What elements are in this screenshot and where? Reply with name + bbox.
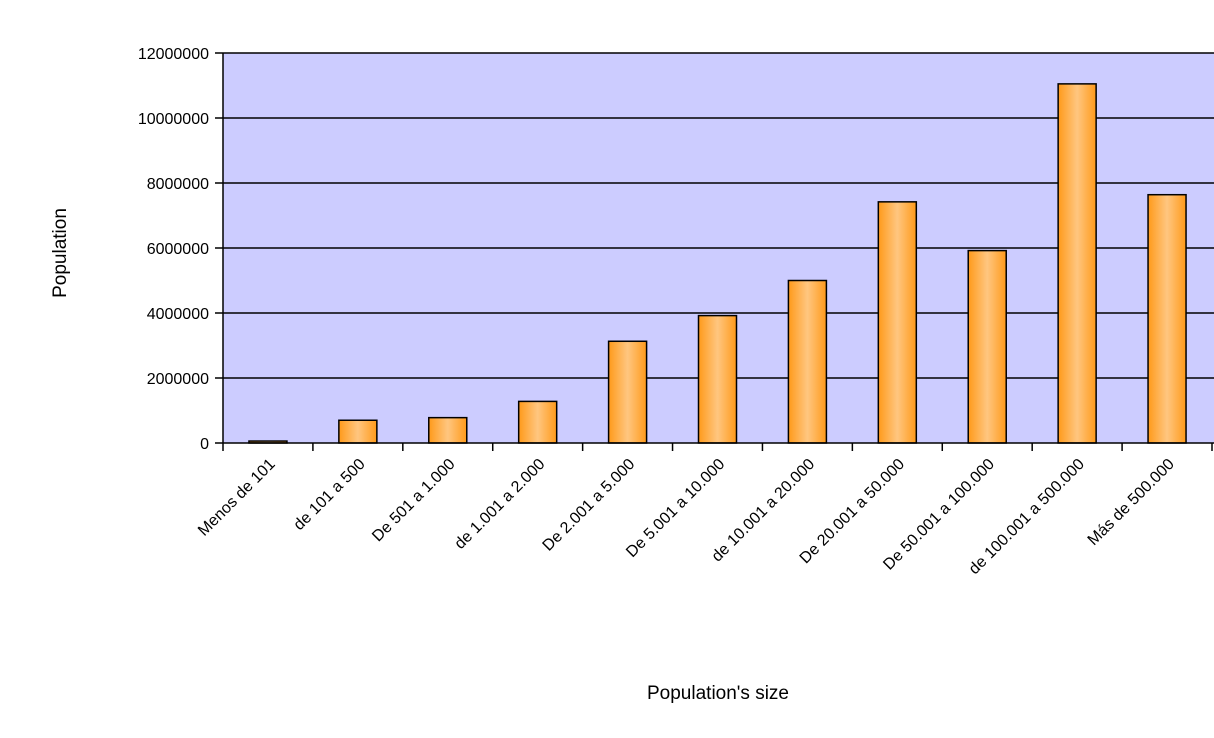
y-tick-labels: 0 2000000 4000000 6000000 8000000 10000000 120… xyxy=(138,46,209,453)
axes xyxy=(215,52,1214,451)
bar xyxy=(338,419,378,444)
bar xyxy=(607,340,648,444)
x-tick-label: de 101 a 500 xyxy=(291,456,369,534)
bar xyxy=(428,416,468,444)
y-tick-label: 2000000 xyxy=(147,371,209,388)
y-tick-label: 10000000 xyxy=(138,111,209,128)
x-tick-label: De 5.001 a 10.000 xyxy=(623,456,728,561)
bar xyxy=(517,400,558,444)
bar xyxy=(787,279,828,444)
y-tick-label: 8000000 xyxy=(147,176,209,193)
bar xyxy=(1057,83,1097,444)
bar xyxy=(697,314,738,444)
x-tick-label: Más de 500.000 xyxy=(1085,456,1178,549)
bar xyxy=(1147,193,1187,444)
y-tick-label: 0 xyxy=(200,436,209,453)
bar xyxy=(967,249,1007,444)
y-tick-label: 6000000 xyxy=(147,241,209,258)
y-tick-label: 12000000 xyxy=(138,46,209,63)
x-tick-label: Menos de 101 xyxy=(195,456,279,540)
x-tick-label: De 501 a 1.000 xyxy=(369,456,458,545)
y-tick-label: 4000000 xyxy=(147,306,209,323)
x-tick-label: De 2.001 a 5.000 xyxy=(540,456,639,555)
x-axis-title: Population's size xyxy=(647,683,789,704)
bar xyxy=(877,201,918,444)
bars xyxy=(248,83,1187,444)
x-tick-label: de 1.001 a 2.000 xyxy=(452,456,549,553)
y-axis-title: Population xyxy=(50,208,71,298)
x-tick-labels: Menos de 101 de 101 a 500 De 501 a 1.000de… xyxy=(195,456,1178,578)
gridlines xyxy=(223,52,1214,379)
